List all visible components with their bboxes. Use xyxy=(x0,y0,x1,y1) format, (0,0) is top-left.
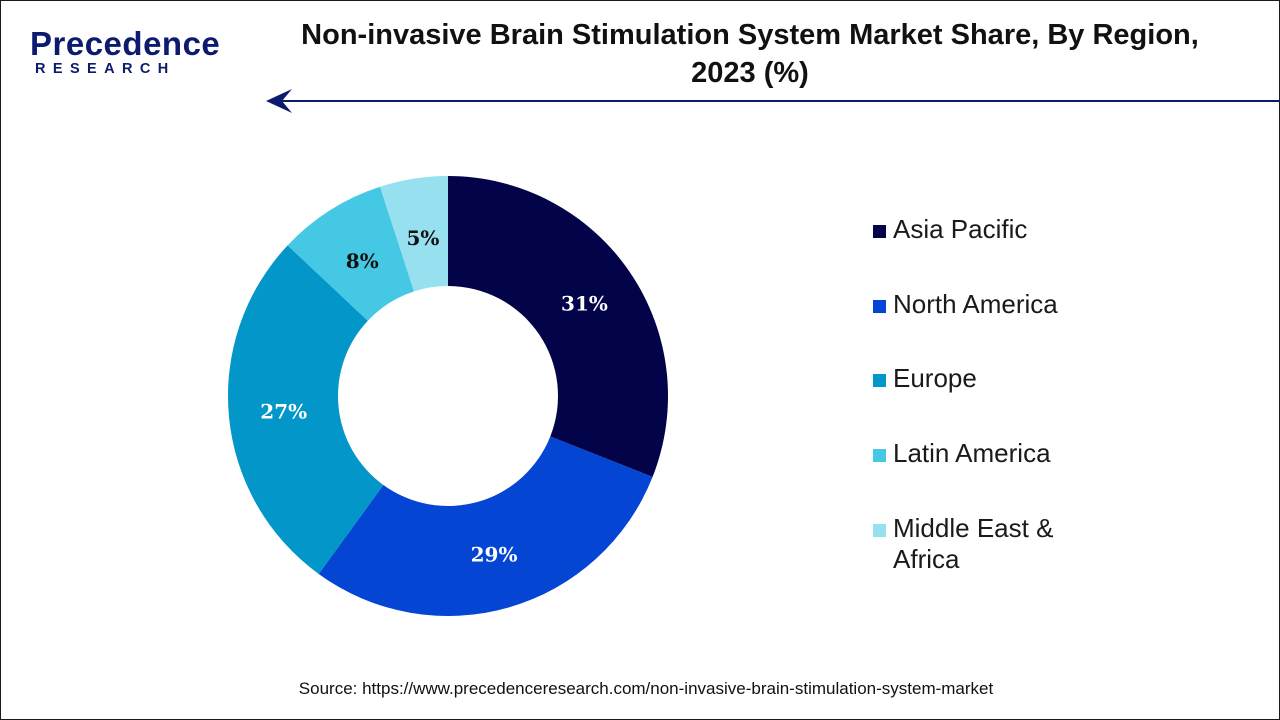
legend-label: North America xyxy=(893,289,1058,319)
data-label-asia-pacific: 31% xyxy=(561,291,608,315)
legend-swatch xyxy=(873,225,886,238)
data-label-latin-america: 8% xyxy=(346,249,379,273)
title-arrow-divider xyxy=(266,89,1280,113)
data-label-middle-east-africa: 5% xyxy=(407,226,440,250)
legend-label: Asia Pacific xyxy=(893,214,1028,244)
legend-item: Europe xyxy=(873,363,1093,394)
data-label-north-america: 29% xyxy=(471,542,518,566)
legend-swatch xyxy=(873,374,886,387)
donut-slice-asia-pacific xyxy=(448,176,668,477)
chart-title-line-2: 2023 (%) xyxy=(691,57,809,89)
brand-name: Precedence xyxy=(30,25,221,62)
legend-swatch xyxy=(873,449,886,462)
legend-label: Middle East & Africa xyxy=(893,513,1054,574)
source-note: Source: https://www.precedenceresearch.c… xyxy=(298,679,994,698)
donut-slice-latin-america xyxy=(287,186,415,321)
chart-title: Non-invasive Brain Stimulation System Ma… xyxy=(250,16,1250,92)
legend-label: Latin America xyxy=(893,438,1051,468)
legend-item: North America xyxy=(873,289,1093,320)
legend-item: Middle East & Africa xyxy=(873,513,1093,575)
legend-label: Europe xyxy=(893,363,977,393)
donut-slices xyxy=(227,176,668,616)
donut-slice-europe xyxy=(227,245,384,574)
arrow-left-icon xyxy=(266,89,292,113)
brand-logo: Precedence RESEARCH xyxy=(30,24,220,80)
brand-subtitle: RESEARCH xyxy=(35,61,176,77)
donut-slice-middle-east-africa xyxy=(380,176,448,292)
donut-slice-north-america xyxy=(318,436,653,616)
legend-item: Latin America xyxy=(873,438,1093,469)
legend-item: Asia Pacific xyxy=(873,214,1093,245)
legend-swatch xyxy=(873,524,886,537)
legend-swatch xyxy=(873,300,886,313)
chart-title-line-1: Non-invasive Brain Stimulation System Ma… xyxy=(301,19,1199,51)
donut-slice-labels: 31% 29% 27% 8% 5% xyxy=(260,226,608,566)
data-label-europe: 27% xyxy=(260,400,307,424)
